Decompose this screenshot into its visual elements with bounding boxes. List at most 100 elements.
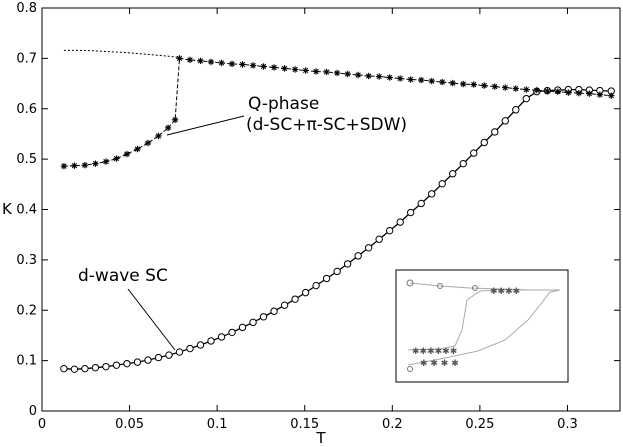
- x-tick-label: 0.15: [290, 417, 319, 432]
- y-tick-label: 0: [29, 404, 37, 419]
- q-phase-point: [186, 56, 194, 64]
- star-stroke: [134, 146, 141, 152]
- y-tick-label: 0.7: [16, 51, 37, 66]
- series-line-2: [63, 49, 180, 58]
- d-wave-point: [354, 252, 362, 260]
- star-stroke: [302, 67, 309, 74]
- q-phase-point: [92, 160, 99, 167]
- q-phase-point: [281, 65, 288, 72]
- d-wave-point: [343, 260, 352, 268]
- star-stroke: [71, 163, 78, 169]
- star-stroke: [586, 90, 593, 97]
- d-wave-label: d-wave SC: [78, 266, 168, 286]
- q-phase-point: [533, 86, 541, 94]
- q-phase-point: [207, 58, 215, 66]
- star-stroke: [576, 90, 582, 96]
- q-phase-point: [586, 90, 593, 97]
- star-stroke: [376, 73, 382, 80]
- d-wave-point: [512, 106, 520, 114]
- inset-plot: ✱✱✱✱✱✱ ✱ ✱ ✱ ✱ ✱✱✱✱: [395, 269, 569, 383]
- star-stroke: [387, 74, 393, 81]
- star-stroke: [502, 84, 508, 91]
- y-tick-label: 0.1: [16, 354, 37, 369]
- q-phase-point: [354, 71, 362, 79]
- inset-point: [407, 366, 413, 372]
- q-phase-point: [460, 80, 467, 88]
- x-tick-label: 0.3: [557, 417, 578, 432]
- star-stroke: [229, 61, 235, 67]
- star-stroke: [124, 151, 130, 157]
- y-tick-label: 0.3: [16, 253, 37, 268]
- star-stroke: [155, 133, 162, 139]
- d-wave-point: [428, 190, 436, 198]
- q-phase-point: [197, 57, 204, 65]
- star-stroke: [523, 86, 529, 93]
- q-phase-label: Q-phase: [248, 94, 319, 114]
- q-phase-point: [575, 89, 583, 97]
- d-wave-point: [228, 328, 236, 337]
- d-wave-point: [312, 281, 320, 290]
- d-wave-point: [186, 344, 194, 353]
- star-stroke: [61, 163, 67, 169]
- q-phase-point: [239, 61, 246, 68]
- q-phase-point: [171, 116, 179, 124]
- d-wave-point: [385, 226, 394, 235]
- d-wave-point: [406, 208, 415, 217]
- star-stroke: [565, 89, 571, 96]
- d-wave-point: [91, 363, 100, 372]
- d-wave-point: [207, 337, 215, 345]
- q-phase-point: [218, 59, 225, 67]
- star-stroke: [597, 91, 603, 98]
- d-wave-point: [291, 295, 299, 303]
- q-phase-point: [481, 82, 488, 89]
- star-stroke: [239, 61, 246, 68]
- d-wave-point: [322, 274, 331, 283]
- x-tick-label: 0.1: [207, 417, 228, 432]
- q-phase-point: [512, 85, 519, 92]
- x-axis-label: T: [315, 429, 326, 447]
- inset-marker: ✱✱✱✱✱✱: [412, 347, 457, 357]
- star-stroke: [513, 85, 519, 92]
- y-tick-label: 0.4: [16, 203, 37, 218]
- q-phase-point: [176, 55, 183, 62]
- star-stroke: [439, 79, 445, 85]
- inset-point: [437, 283, 443, 289]
- d-wave-point: [270, 307, 278, 315]
- q-phase-point: [449, 79, 456, 87]
- q-phase-point: [418, 76, 425, 84]
- star-stroke: [555, 88, 561, 95]
- d-wave-point: [417, 199, 425, 208]
- star-stroke: [250, 62, 256, 69]
- d-wave-point: [60, 364, 68, 373]
- q-phase-point: [228, 60, 236, 68]
- q-phase-point: [81, 161, 89, 169]
- y-tick-label: 0.2: [16, 303, 37, 318]
- ticks-layer: 0 0.05 0.1 0.15 0.2 0.25 0.3 0 0.1 0.2 0.3 0.4 0.5 0.…: [16, 1, 620, 432]
- star-stroke: [334, 70, 340, 76]
- star-stroke: [450, 80, 456, 86]
- q-phase-point: [596, 91, 604, 98]
- q-phase-point: [554, 88, 562, 95]
- star-stroke: [218, 60, 225, 66]
- star-stroke: [460, 81, 466, 87]
- star-stroke: [187, 57, 193, 63]
- q-phase-pointer: [166, 115, 245, 136]
- d-wave-point: [81, 364, 89, 373]
- d-wave-point: [301, 288, 310, 297]
- star-stroke: [92, 161, 99, 167]
- star-stroke: [492, 83, 498, 90]
- d-wave-point: [133, 358, 142, 366]
- star-stroke: [172, 117, 178, 123]
- star-stroke: [197, 58, 204, 64]
- star-stroke: [534, 87, 540, 93]
- d-wave-point: [165, 351, 173, 359]
- q-phase-point: [123, 150, 131, 158]
- inset-marker: ✱ ✱ ✱ ✱: [420, 359, 459, 369]
- star-stroke: [397, 75, 403, 82]
- inset-marker: ✱✱✱✱: [490, 287, 520, 297]
- star-stroke: [103, 158, 109, 165]
- q-phase-sublabel: (d-SC+π-SC+SDW): [246, 115, 407, 135]
- q-phase-point: [407, 76, 414, 83]
- q-phase-point: [439, 78, 446, 86]
- star-stroke: [608, 93, 614, 99]
